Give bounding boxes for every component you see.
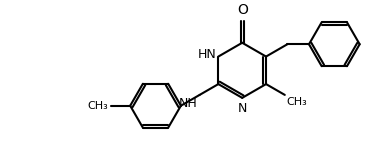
Text: CH₃: CH₃ — [88, 101, 109, 111]
Text: CH₃: CH₃ — [287, 97, 308, 107]
Text: HN: HN — [198, 48, 216, 61]
Text: O: O — [237, 3, 248, 17]
Text: NH: NH — [179, 97, 198, 110]
Text: N: N — [238, 102, 247, 115]
